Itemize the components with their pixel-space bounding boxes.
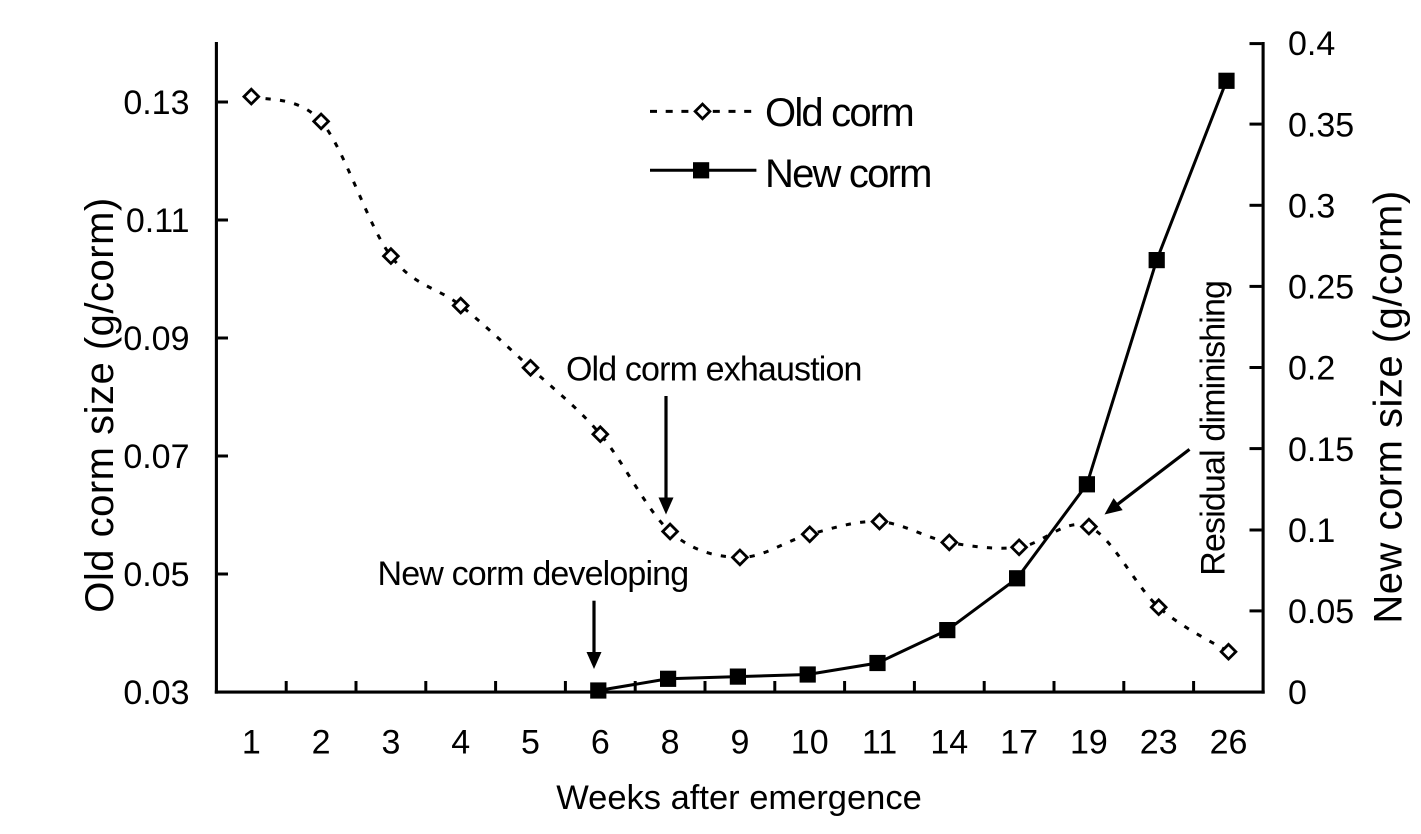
svg-text:0.25: 0.25 [1288, 269, 1354, 307]
svg-text:New corm developing: New corm developing [378, 555, 689, 593]
svg-text:Weeks after emergence: Weeks after emergence [556, 779, 922, 817]
svg-text:10: 10 [791, 723, 829, 761]
svg-text:0.3: 0.3 [1288, 187, 1335, 225]
svg-text:5: 5 [521, 723, 540, 761]
svg-text:Residual diminishing: Residual diminishing [1195, 281, 1233, 576]
svg-text:0.2: 0.2 [1288, 350, 1335, 388]
svg-text:Old corm size (g/corm): Old corm size (g/corm) [78, 197, 122, 613]
svg-text:0.15: 0.15 [1288, 431, 1354, 469]
svg-text:26: 26 [1210, 723, 1248, 761]
svg-text:0.4: 0.4 [1288, 25, 1335, 63]
svg-text:0.03: 0.03 [123, 674, 189, 712]
svg-text:0.07: 0.07 [123, 438, 189, 476]
svg-text:11: 11 [862, 723, 897, 761]
svg-text:Old corm exhaustion: Old corm exhaustion [566, 351, 862, 389]
svg-text:New corm: New corm [765, 152, 931, 196]
svg-text:9: 9 [730, 723, 749, 761]
svg-text:4: 4 [451, 723, 470, 761]
svg-text:3: 3 [381, 723, 400, 761]
svg-text:0.05: 0.05 [1288, 593, 1354, 631]
svg-text:Old corm: Old corm [765, 91, 913, 135]
svg-text:14: 14 [930, 723, 968, 761]
svg-text:0.11: 0.11 [126, 202, 190, 240]
svg-text:0.1: 0.1 [1288, 512, 1335, 550]
svg-text:8: 8 [661, 723, 680, 761]
svg-text:23: 23 [1140, 723, 1178, 761]
svg-text:0.13: 0.13 [123, 84, 189, 122]
svg-text:19: 19 [1070, 723, 1108, 761]
svg-text:0.09: 0.09 [123, 320, 189, 358]
svg-text:1: 1 [242, 723, 261, 761]
svg-text:2: 2 [312, 723, 331, 761]
svg-text:0.05: 0.05 [123, 556, 189, 594]
svg-text:0: 0 [1288, 674, 1307, 712]
svg-text:17: 17 [1000, 723, 1038, 761]
svg-text:New corm size (g/corm): New corm size (g/corm) [1367, 190, 1411, 623]
svg-text:0.35: 0.35 [1288, 106, 1354, 144]
svg-text:6: 6 [591, 723, 610, 761]
